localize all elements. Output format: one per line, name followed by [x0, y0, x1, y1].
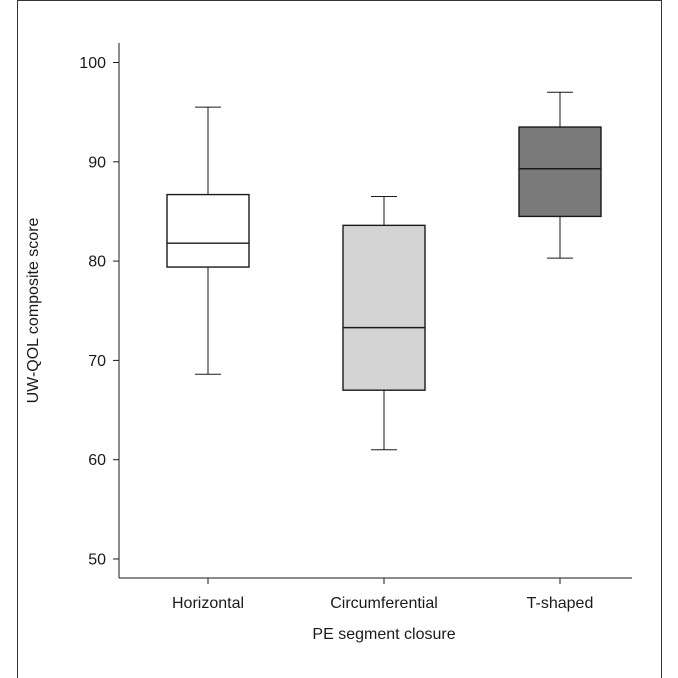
x-tick-label: T-shaped — [527, 595, 594, 612]
y-axis-ticks: 50 60 70 80 90 100 — [79, 55, 119, 569]
x-axis-title: PE segment closure — [312, 626, 455, 643]
chart-frame — [17, 0, 662, 678]
y-tick-label: 70 — [88, 353, 106, 370]
y-tick-label: 100 — [79, 55, 106, 72]
iqr-box — [166, 193, 250, 268]
box-horizontal — [166, 106, 250, 375]
x-axis-ticks: Horizontal Circumferential T-shaped — [172, 578, 593, 612]
y-tick-label: 50 — [88, 552, 106, 569]
x-tick-label: Circumferential — [330, 595, 438, 612]
axes — [118, 43, 632, 579]
iqr-box — [518, 126, 602, 218]
box-circumferential — [342, 196, 426, 451]
y-tick-label: 60 — [88, 452, 106, 469]
y-axis-title: UW-QOL composite score — [25, 217, 42, 403]
box-t-shaped — [518, 91, 602, 259]
iqr-box — [342, 224, 426, 391]
boxes — [166, 91, 602, 451]
y-tick-label: 80 — [88, 254, 106, 271]
x-tick-label: Horizontal — [172, 595, 244, 612]
y-tick-label: 90 — [88, 154, 106, 171]
